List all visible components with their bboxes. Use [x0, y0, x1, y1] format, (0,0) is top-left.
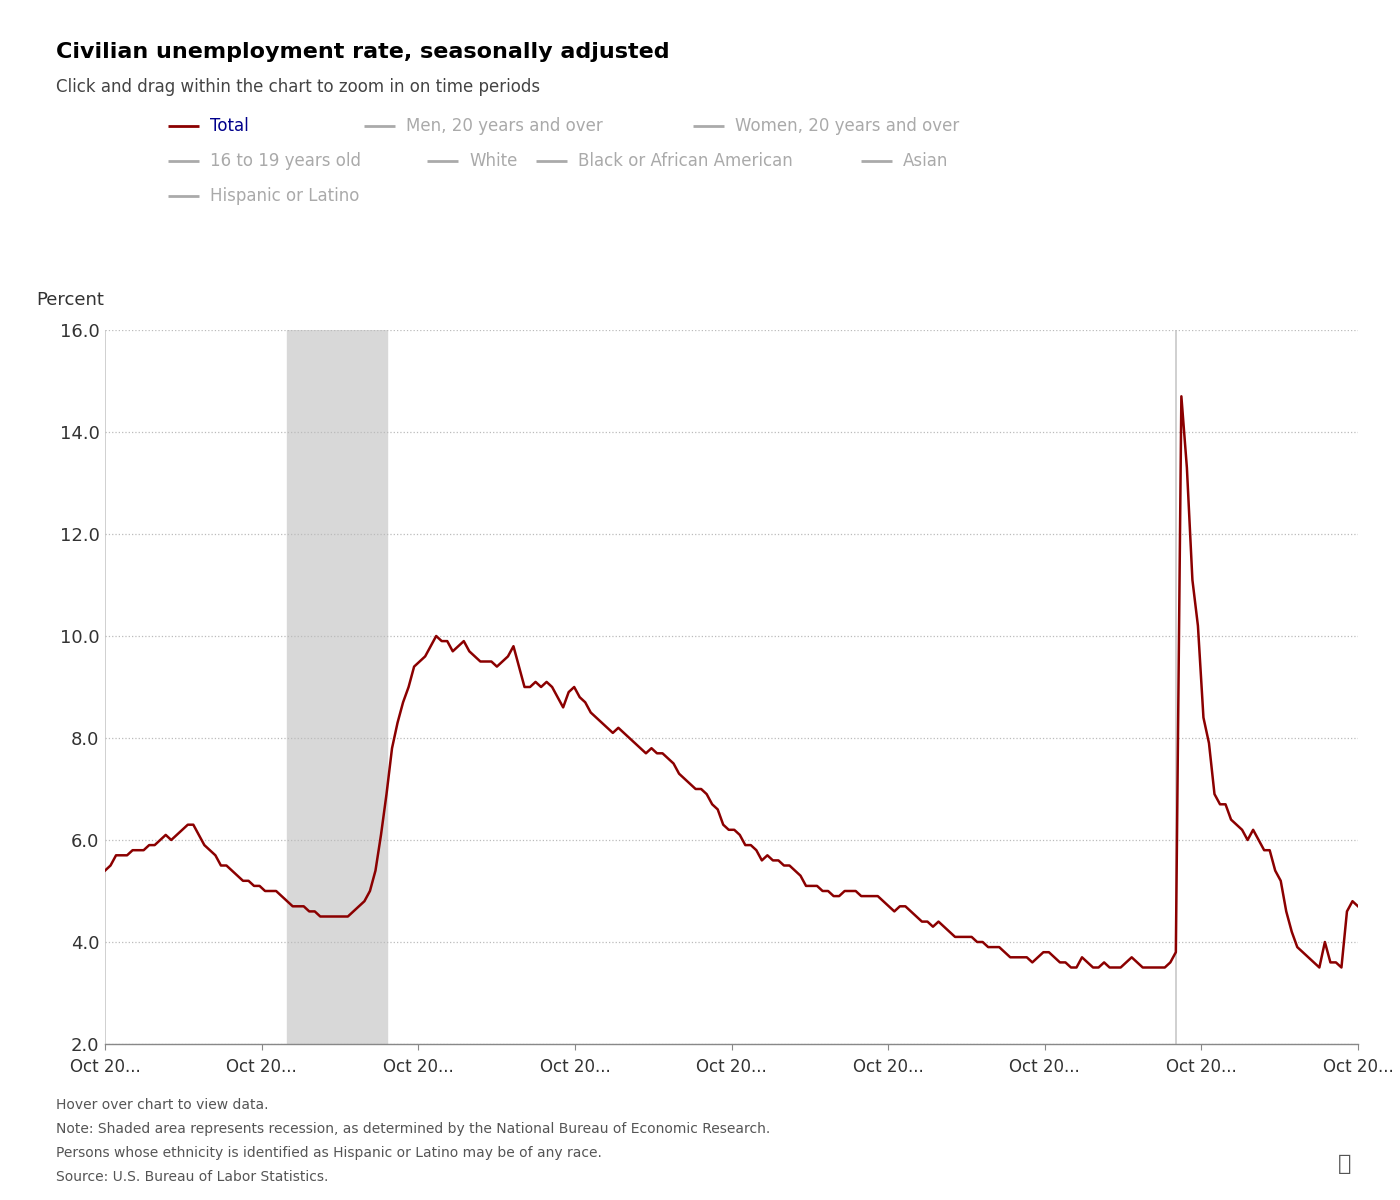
Text: Civilian unemployment rate, seasonally adjusted: Civilian unemployment rate, seasonally a…: [56, 42, 669, 62]
Text: Total: Total: [210, 116, 249, 134]
Bar: [287, 330, 386, 1044]
Text: Asian: Asian: [903, 151, 948, 169]
Text: Click and drag within the chart to zoom in on time periods: Click and drag within the chart to zoom …: [56, 78, 540, 96]
Text: Percent: Percent: [36, 290, 104, 308]
Text: Hover over chart to view data.: Hover over chart to view data.: [56, 1098, 269, 1112]
Text: Women, 20 years and over: Women, 20 years and over: [735, 116, 959, 134]
Text: ⤓: ⤓: [1337, 1153, 1351, 1174]
Text: Note: Shaded area represents recession, as determined by the National Bureau of : Note: Shaded area represents recession, …: [56, 1122, 770, 1136]
Text: 16 to 19 years old: 16 to 19 years old: [210, 151, 361, 169]
Text: Persons whose ethnicity is identified as Hispanic or Latino may be of any race.: Persons whose ethnicity is identified as…: [56, 1146, 602, 1160]
Text: Hispanic or Latino: Hispanic or Latino: [210, 186, 360, 204]
Text: White: White: [469, 151, 518, 169]
Text: Black or African American: Black or African American: [578, 151, 792, 169]
Text: Men, 20 years and over: Men, 20 years and over: [406, 116, 603, 134]
Text: Source: U.S. Bureau of Labor Statistics.: Source: U.S. Bureau of Labor Statistics.: [56, 1170, 329, 1184]
